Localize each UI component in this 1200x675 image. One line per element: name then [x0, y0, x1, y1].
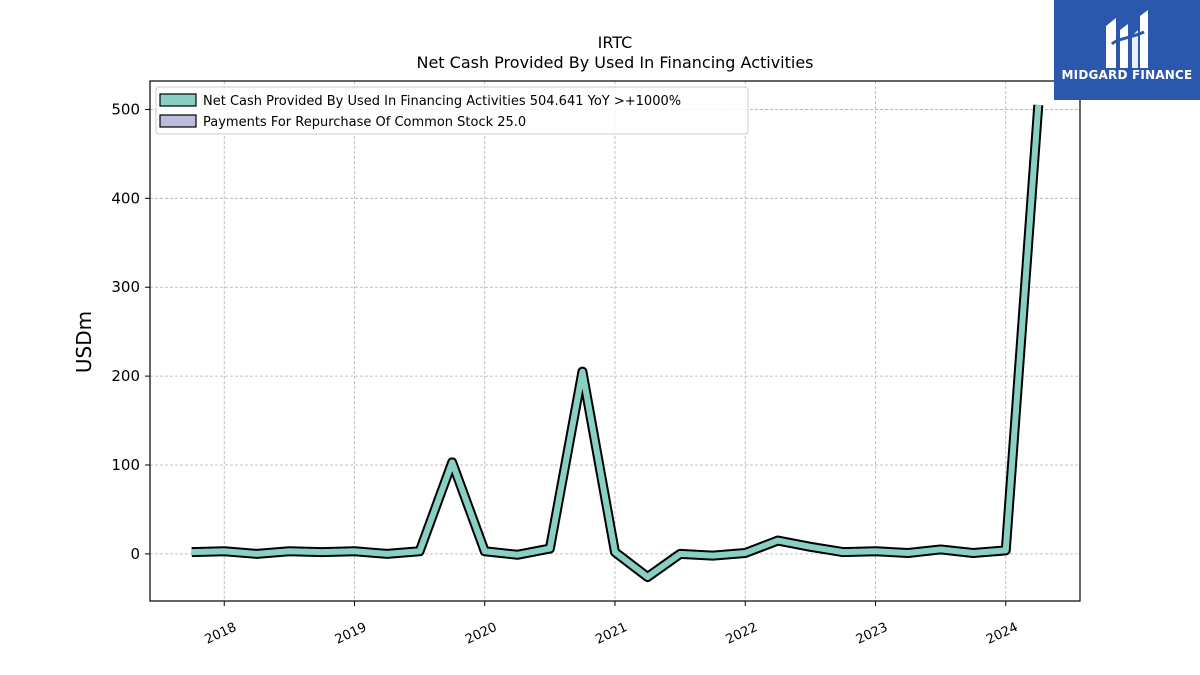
data-point — [940, 548, 942, 550]
legend-swatch-repurchase — [159, 114, 197, 128]
y-axis-label: USDm — [72, 311, 96, 373]
data-point — [581, 371, 583, 373]
x-tick-label: 2023 — [854, 620, 890, 648]
y-tick-label: 500 — [111, 100, 140, 118]
data-point — [679, 553, 681, 555]
data-point — [288, 550, 290, 552]
data-point — [353, 550, 355, 552]
brand-logo: MIDGARD FINANCE — [1054, 0, 1200, 100]
y-tick-label: 400 — [111, 189, 140, 207]
data-point — [972, 552, 974, 554]
data-point — [1037, 104, 1039, 106]
x-tick-label: 2018 — [203, 620, 239, 648]
data-point — [516, 554, 518, 556]
grid — [150, 81, 1080, 601]
y-tick-label: 100 — [111, 456, 140, 474]
data-point — [419, 550, 421, 552]
x-tick-label: 2021 — [593, 620, 629, 648]
legend-label-financing: Net Cash Provided By Used In Financing A… — [203, 94, 681, 109]
data-point — [907, 552, 909, 554]
x-tick-label: 2024 — [984, 620, 1020, 648]
data-point — [386, 553, 388, 555]
data-point — [712, 555, 714, 557]
legend-swatch-financing — [159, 93, 197, 107]
x-tick-label: 2019 — [333, 620, 369, 648]
chart-title: IRTC — [598, 33, 633, 52]
y-axis: 0 100 200 300 400 500 — [111, 100, 150, 563]
data-point — [614, 551, 616, 553]
data-point — [484, 550, 486, 552]
data-point — [777, 540, 779, 542]
y-tick-label: 0 — [130, 545, 140, 563]
data-point — [451, 461, 453, 463]
data-point — [256, 553, 258, 555]
data-point — [875, 550, 877, 552]
data-point — [809, 546, 811, 548]
brand-name: MIDGARD FINANCE — [1061, 68, 1193, 82]
y-tick-label: 200 — [111, 367, 140, 385]
series-layer — [191, 104, 1044, 582]
data-point — [321, 551, 323, 553]
data-point — [191, 551, 193, 553]
data-point — [1005, 549, 1007, 551]
legend-box — [155, 86, 749, 135]
data-point — [223, 550, 225, 552]
x-tick-label: 2020 — [463, 620, 499, 648]
legend-label-repurchase: Payments For Repurchase Of Common Stock … — [203, 115, 526, 130]
data-point — [744, 552, 746, 554]
x-tick-label: 2022 — [724, 620, 760, 648]
y-tick-label: 300 — [111, 278, 140, 296]
data-point — [647, 576, 649, 578]
data-point — [842, 551, 844, 553]
data-point — [549, 548, 551, 550]
legend: Net Cash Provided By Used In Financing A… — [155, 86, 749, 135]
chart-subtitle: Net Cash Provided By Used In Financing A… — [416, 53, 813, 72]
midgard-logo-icon — [1106, 10, 1148, 68]
x-axis: 2018 2019 2020 2021 2022 2023 2024 — [203, 601, 1020, 648]
